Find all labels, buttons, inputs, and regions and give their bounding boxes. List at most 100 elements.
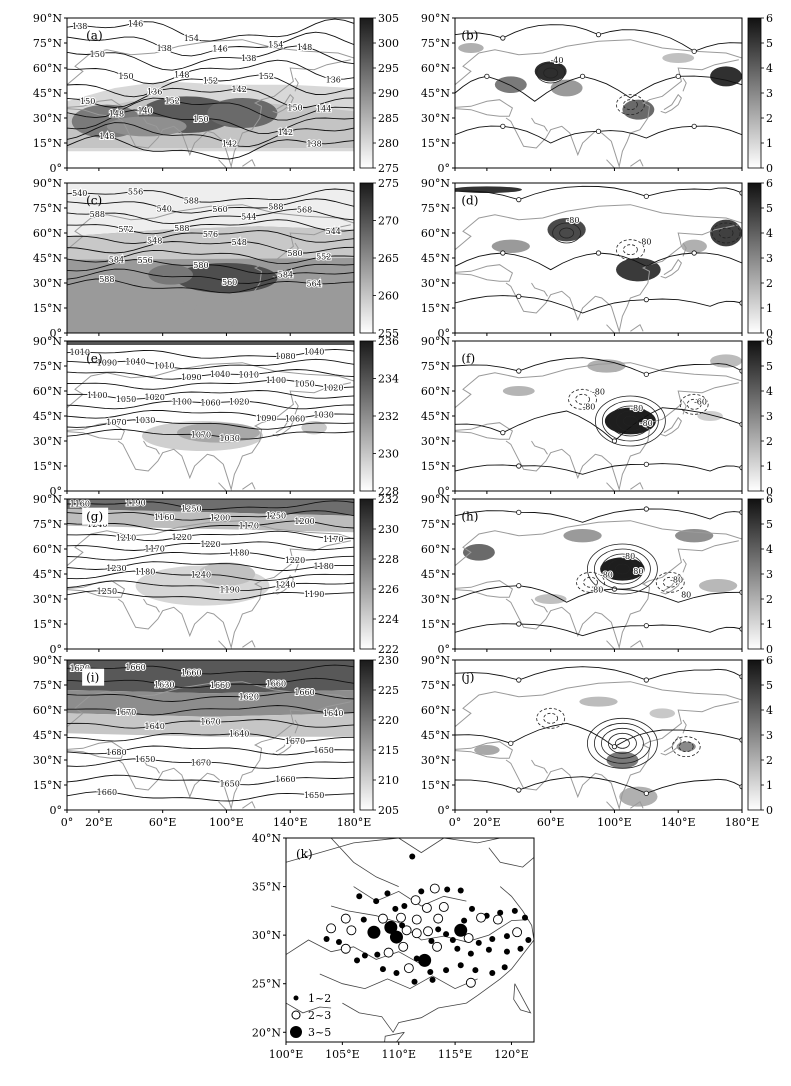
panel-e-map: 1010 1010 1010 1020 1020 1020 1030 1030 1030 1040… — [67, 341, 354, 491]
station-marker-1-2 — [354, 957, 361, 964]
contour-label: 1200 — [210, 513, 230, 522]
colorbar-ramp — [747, 340, 762, 492]
contour-label: 584 — [278, 271, 293, 280]
station-marker-2-3 — [492, 914, 503, 925]
contour-label: 1160 — [70, 499, 90, 508]
colorbar-tick-label: 224 — [378, 613, 399, 626]
colorbar-ramp — [747, 498, 762, 650]
contour-label: 1040 — [304, 347, 324, 356]
contour-label: 150 — [118, 72, 133, 81]
zero-marker — [595, 250, 602, 256]
colorbar-tick-label: 230 — [378, 523, 399, 536]
contour-line — [455, 295, 742, 314]
station-marker-2-3 — [340, 943, 351, 954]
lat-tick-label: 30°N — [421, 593, 450, 606]
station-marker-1-2 — [443, 931, 450, 938]
zero-marker — [691, 123, 697, 129]
zero-marker — [595, 128, 602, 134]
station-marker-1-2 — [393, 970, 400, 977]
contour-label: 1010 — [239, 370, 259, 379]
contour-label: 1250 — [97, 587, 117, 596]
colorbar-tick-label: 3 — [766, 87, 773, 100]
contour-line — [67, 358, 354, 370]
contour-label: 1670 — [285, 737, 305, 746]
contour-label: 142 — [222, 140, 237, 149]
panel-label: (a) — [86, 29, 103, 43]
zero-marker — [516, 368, 522, 374]
contour-label: 1660 — [210, 681, 230, 690]
contour-label: 150 — [90, 50, 105, 59]
contour-line — [67, 348, 354, 359]
colorbar-tick-label: 228 — [378, 553, 399, 566]
contour-line — [67, 230, 354, 245]
lat-tick-label: 45°N — [33, 87, 62, 100]
contour-label: 568 — [297, 206, 312, 215]
colorbar-5: 6 5 4 3 2 1 0 — [747, 335, 773, 498]
station-marker-3-5 — [384, 920, 398, 934]
contour-label: 1190 — [304, 590, 324, 599]
lat-tick-label: 60°N — [421, 704, 450, 717]
lon-tick-label: 20°E — [85, 816, 113, 829]
station-marker-1-2 — [429, 976, 436, 983]
colorbar-tick-label: 3 — [766, 729, 773, 742]
station-marker-1-2 — [489, 936, 496, 943]
shading-core — [698, 579, 738, 593]
contour-line — [67, 419, 354, 430]
contour-label: -80 — [630, 404, 643, 413]
colorbar-4: 236 234 232 230 228 — [359, 335, 399, 498]
zero-marker — [595, 32, 602, 38]
contour-label: -80 — [640, 419, 653, 428]
station-marker-1-2 — [469, 905, 475, 912]
colorbar-ramp — [359, 17, 374, 169]
legend-symbol-large-dot — [290, 1026, 302, 1038]
contour-label: 1250 — [266, 512, 286, 521]
colorbar-tick-label: 4 — [766, 704, 773, 717]
contour-label: 1230 — [106, 564, 126, 573]
lat-tick-label: 15°N — [33, 137, 62, 150]
shading-core — [502, 386, 535, 396]
contour-label: 1660 — [97, 788, 117, 797]
lat-tick-label: 30°N — [252, 929, 281, 942]
shading-core — [676, 741, 696, 752]
contour-label: 1090 — [97, 358, 117, 367]
contour-label: 560 — [212, 205, 227, 214]
contour-label: 1640 — [323, 709, 343, 718]
zero-marker — [516, 621, 522, 627]
colorbar-tick-label: 3 — [766, 568, 773, 581]
zero-marker — [643, 193, 649, 199]
colorbar-tick-label: 232 — [378, 493, 399, 506]
lon-tick-label: 0° — [449, 816, 462, 829]
lat-tick-label: 75°N — [421, 360, 450, 373]
colorbar-tick-label: 2 — [766, 112, 773, 125]
contour-label: 146 — [212, 45, 227, 54]
station-marker-2-3 — [463, 933, 474, 944]
panel-label: (k) — [296, 847, 313, 861]
contour-label: 1180 — [314, 562, 334, 571]
contour-label: 1050 — [116, 395, 136, 404]
colorbar-tick-label: 3 — [766, 410, 773, 423]
station-marker-1-2 — [467, 950, 474, 957]
panel-b-map: -40 — [455, 24, 742, 168]
contour-label: 1240 — [275, 581, 295, 590]
shading-core — [710, 354, 742, 368]
station-marker-1-2 — [374, 951, 381, 958]
station-marker-1-2 — [399, 922, 406, 929]
station-marker-1-2 — [525, 937, 532, 943]
contour-label: 144 — [316, 104, 331, 113]
contour-line — [67, 188, 354, 203]
map-frame — [454, 659, 743, 811]
contour-line — [67, 379, 354, 390]
station-marker-1-2 — [457, 962, 464, 969]
lat-tick-label: 45°N — [421, 729, 450, 742]
panel-k-axes: 40°N 35°N 30°N 25°N 20°N 100°E 105°E 110°E 115°E… — [252, 832, 535, 1061]
contour-label: 1650 — [219, 780, 239, 789]
station-marker-2-3 — [346, 925, 357, 936]
panel-h-map: -80 -80 -80 80 -80 80 — [455, 506, 742, 649]
lon-tick-label: 60°E — [149, 816, 177, 829]
boundary-line — [353, 886, 467, 907]
contour-label: 1670 — [116, 708, 136, 717]
lat-tick-label: 90°N — [33, 654, 62, 667]
boundary-line — [488, 847, 534, 868]
station-marker-3-5 — [367, 925, 381, 939]
panel-label: (d) — [461, 194, 478, 208]
